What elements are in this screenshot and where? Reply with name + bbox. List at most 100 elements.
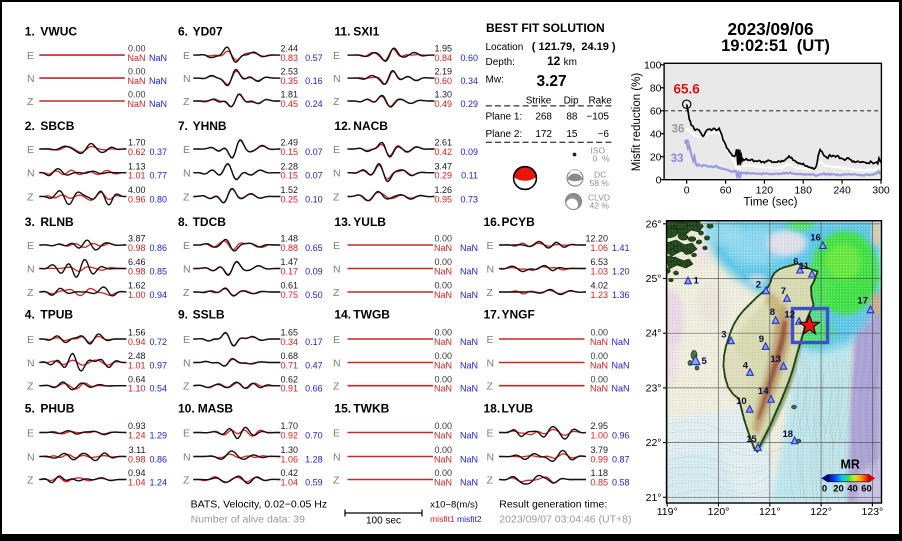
- svg-text:120: 120: [756, 185, 774, 197]
- svg-text:2.19: 2.19: [434, 67, 452, 77]
- svg-text:0.25: 0.25: [280, 194, 298, 204]
- svg-text:1.03: 1.03: [590, 266, 608, 276]
- svg-text:0.07: 0.07: [305, 147, 323, 157]
- svg-text:0.96: 0.96: [612, 430, 630, 440]
- svg-text:1.29: 1.29: [149, 430, 167, 440]
- svg-text:NaN: NaN: [460, 477, 478, 487]
- svg-text:11: 11: [799, 261, 810, 272]
- svg-text:4.: 4.: [25, 308, 35, 322]
- svg-text:1.06: 1.06: [280, 454, 298, 464]
- svg-text:17.: 17.: [484, 308, 501, 322]
- svg-text:Misfit reduction (%): Misfit reduction (%): [631, 73, 643, 172]
- svg-text:0.00: 0.00: [590, 374, 608, 384]
- svg-text:YD07: YD07: [193, 25, 223, 39]
- svg-text:9: 9: [759, 334, 764, 345]
- svg-text:3: 3: [721, 330, 726, 341]
- svg-text:NaN: NaN: [149, 99, 167, 109]
- svg-text:0.91: 0.91: [280, 384, 298, 394]
- svg-text:NaN: NaN: [434, 243, 452, 253]
- svg-text:172: 172: [535, 129, 552, 140]
- svg-text:6.46: 6.46: [128, 257, 146, 267]
- svg-text:80: 80: [650, 83, 662, 95]
- svg-text:0.09: 0.09: [305, 266, 323, 276]
- svg-text:Plane 2:: Plane 2:: [486, 129, 523, 140]
- svg-text:0.57: 0.57: [305, 53, 323, 63]
- svg-text:1.26: 1.26: [434, 185, 452, 195]
- svg-text:Location: Location: [486, 42, 524, 53]
- svg-text:60: 60: [650, 106, 662, 118]
- svg-text:0.68: 0.68: [280, 351, 298, 361]
- svg-text:0.09: 0.09: [460, 147, 478, 157]
- svg-text:7.: 7.: [178, 119, 188, 133]
- svg-text:2.44: 2.44: [280, 44, 298, 54]
- svg-text:E: E: [487, 240, 494, 252]
- svg-text:2.95: 2.95: [590, 421, 608, 431]
- svg-text:E: E: [183, 240, 190, 252]
- svg-text:0.10: 0.10: [305, 194, 323, 204]
- svg-text:0: 0: [822, 484, 827, 495]
- svg-text:0.71: 0.71: [280, 360, 298, 370]
- svg-text:NaN: NaN: [611, 360, 629, 370]
- svg-text:−6: −6: [598, 129, 610, 140]
- svg-text:0 %: 0 %: [593, 154, 610, 164]
- svg-text:0.50: 0.50: [305, 290, 323, 300]
- svg-text:2: 2: [756, 280, 761, 291]
- svg-text:E: E: [27, 240, 34, 252]
- svg-text:PHUB: PHUB: [40, 402, 74, 416]
- svg-text:MR: MR: [841, 458, 860, 472]
- svg-text:9.: 9.: [178, 308, 188, 322]
- svg-text:YULB: YULB: [353, 215, 386, 229]
- svg-text:3.79: 3.79: [590, 445, 608, 455]
- svg-text:2.: 2.: [25, 119, 35, 133]
- svg-text:0.60: 0.60: [460, 53, 478, 63]
- svg-text:25°: 25°: [646, 273, 662, 285]
- svg-text:NaN: NaN: [434, 266, 452, 276]
- svg-text:0.65: 0.65: [305, 243, 323, 253]
- svg-text:TWKB: TWKB: [353, 402, 389, 416]
- svg-text:TPUB: TPUB: [40, 308, 73, 322]
- svg-text:Z: Z: [27, 474, 34, 486]
- svg-text:0.24: 0.24: [305, 99, 323, 109]
- svg-text:17: 17: [857, 296, 868, 307]
- svg-text:Z: Z: [333, 96, 340, 108]
- svg-text:NaN: NaN: [434, 337, 452, 347]
- svg-text:1.24: 1.24: [149, 477, 167, 487]
- svg-text:18.: 18.: [484, 402, 501, 416]
- svg-text:N: N: [333, 168, 341, 180]
- svg-text:0.00: 0.00: [434, 257, 452, 267]
- svg-text:0.70: 0.70: [305, 430, 323, 440]
- svg-text:0.15: 0.15: [280, 171, 298, 181]
- svg-text:N: N: [487, 263, 495, 275]
- svg-text:1.41: 1.41: [612, 243, 630, 253]
- svg-text:1.24: 1.24: [128, 430, 146, 440]
- svg-text:2.53: 2.53: [280, 67, 298, 77]
- svg-text:E: E: [27, 334, 34, 346]
- svg-text:0.11: 0.11: [461, 171, 478, 181]
- svg-text:1.48: 1.48: [280, 234, 298, 244]
- svg-text:0.85: 0.85: [149, 266, 167, 276]
- svg-text:1.56: 1.56: [128, 328, 146, 338]
- svg-text:16: 16: [810, 232, 821, 243]
- svg-text:Z: Z: [27, 96, 34, 108]
- svg-text:E: E: [183, 144, 190, 156]
- svg-text:20: 20: [650, 152, 662, 164]
- svg-text:0.47: 0.47: [305, 360, 323, 370]
- svg-text:1.01: 1.01: [128, 360, 146, 370]
- svg-text:CLVD: CLVD: [588, 193, 610, 203]
- svg-text:1.65: 1.65: [280, 328, 298, 338]
- svg-text:Z: Z: [333, 191, 340, 203]
- svg-text:Depth:: Depth:: [486, 57, 515, 68]
- svg-text:0.29: 0.29: [460, 99, 478, 109]
- svg-text:1.52: 1.52: [280, 185, 298, 195]
- svg-text:58 %: 58 %: [590, 178, 610, 188]
- svg-text:NaN: NaN: [460, 454, 478, 464]
- svg-text:14: 14: [758, 386, 769, 397]
- svg-text:NaN: NaN: [611, 384, 629, 394]
- svg-text:DC: DC: [594, 170, 606, 180]
- svg-text:Z: Z: [183, 381, 190, 393]
- svg-text:2.49: 2.49: [280, 138, 298, 148]
- svg-text:YNGF: YNGF: [502, 308, 535, 322]
- svg-text:0.00: 0.00: [434, 351, 452, 361]
- svg-text:LYUB: LYUB: [502, 402, 534, 416]
- svg-text:0.00: 0.00: [128, 90, 146, 100]
